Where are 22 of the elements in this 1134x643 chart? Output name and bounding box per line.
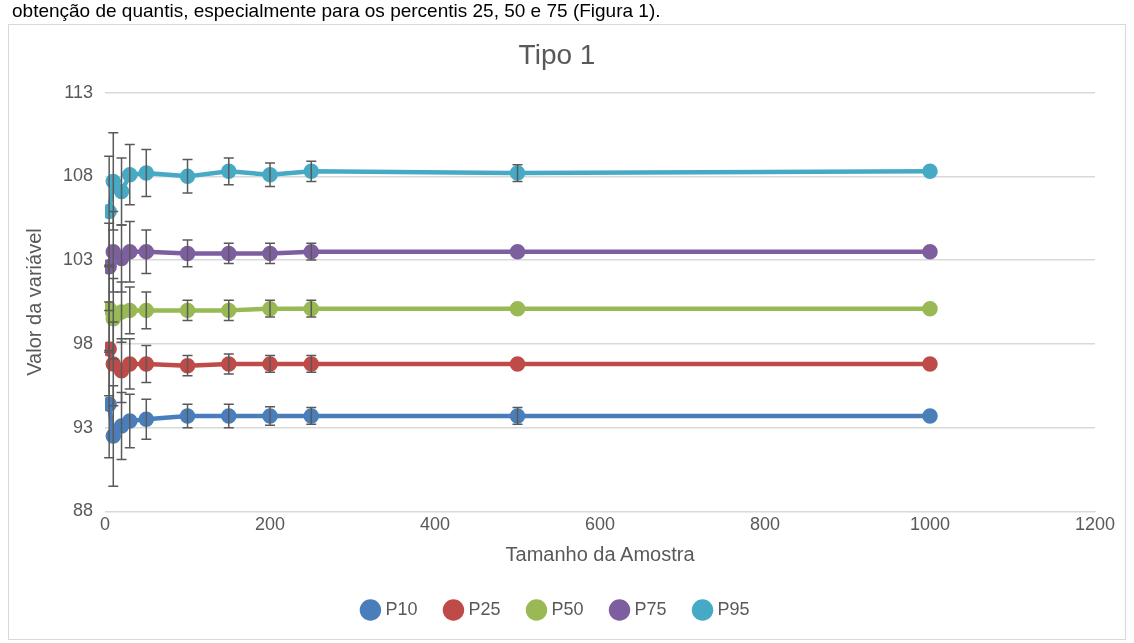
text: obtenção de quantis, especialmente para os percentis 25, 50 e 75 (Figura 1). [11,0,662,22]
legend-label: P75 [634,598,667,619]
legend-label: P95 [717,598,750,619]
x-tick-label: 600 [584,514,616,535]
y-axis-title: Valor da variável [22,228,45,376]
y-tick-label: 93 [73,416,94,437]
legend-label: P25 [468,598,501,619]
x-tick-label: 400 [420,514,451,535]
y-tick-label: 88 [73,500,94,521]
legend-label: P10 [385,598,418,619]
x-tick-label: 200 [255,514,286,535]
y-tick-label: 113 [64,81,94,102]
x-tick-label: 1200 [1074,514,1116,535]
legend-label: P50 [551,598,584,619]
chart-title: Tipo 1 [518,38,596,70]
x-axis-title: Tamanho da Amostra [505,542,696,565]
x-tick-label: 0 [100,514,111,535]
y-tick-label: 98 [73,332,94,353]
y-tick-label: 103 [62,249,94,270]
y-tick-label: 108 [62,165,94,186]
x-tick-label: 800 [749,514,781,535]
x-tick-label: 1000 [909,514,951,535]
